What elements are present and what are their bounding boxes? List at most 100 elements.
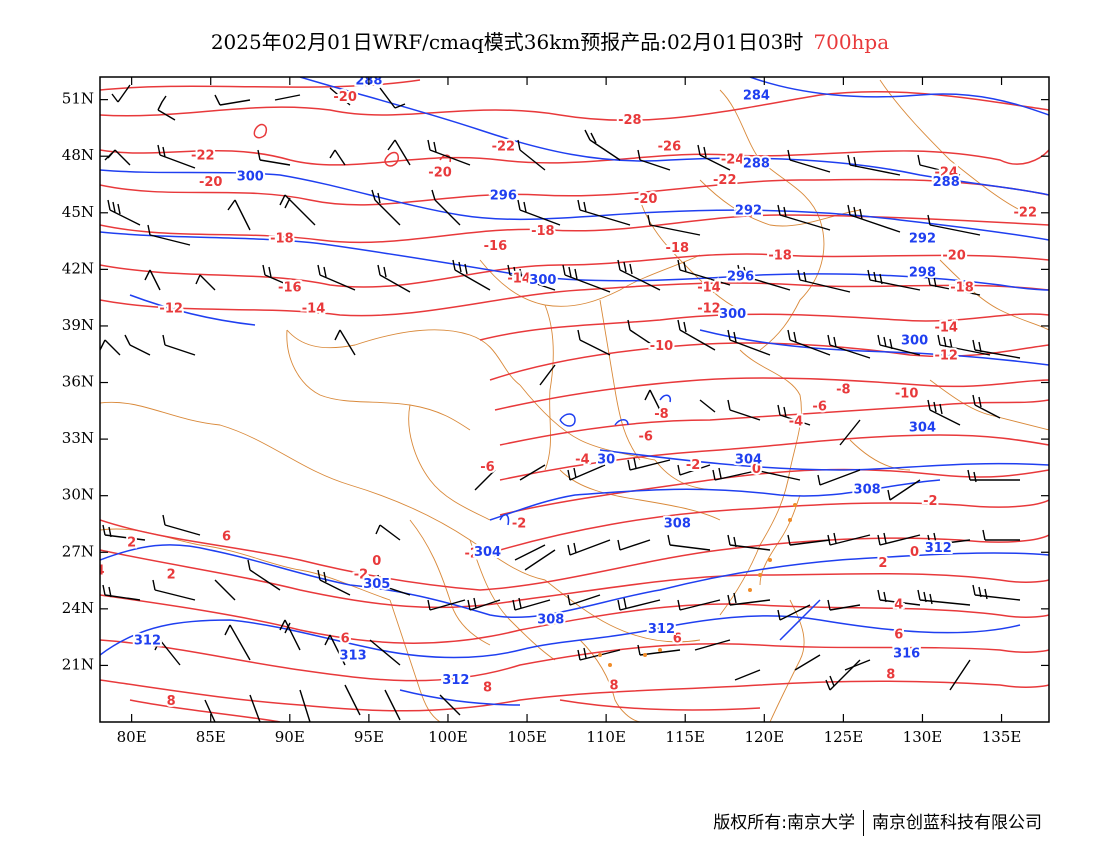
isotherm-label: 4 — [894, 598, 903, 613]
isotherm-label-halo: 6 — [341, 632, 350, 647]
isotherm-label-halo: -16 — [484, 239, 508, 254]
isotherm-label-halo: -24 — [934, 166, 958, 181]
height-label-halo: 308 — [537, 613, 564, 628]
height-label-halo: 284 — [743, 88, 770, 103]
height-label: 298 — [909, 266, 936, 281]
isotherm-label-halo: -8 — [836, 383, 850, 398]
isotherm-label: -2 — [354, 567, 368, 582]
isotherm-label-halo: -22 — [1014, 205, 1038, 220]
lon-tick-label: 105E — [507, 728, 547, 746]
height-label: 304 — [909, 420, 936, 435]
isotherm-label: 6 — [222, 530, 231, 545]
lon-tick-label: 115E — [665, 728, 705, 746]
isotherm-label-halo: -14 — [302, 301, 326, 316]
lat-tick-label: 51N — [62, 90, 94, 108]
height-label: 308 — [664, 516, 691, 531]
isotherm-label: 0 — [752, 462, 761, 477]
height-label: 292 — [735, 203, 762, 218]
height-label-halo: 312 — [134, 633, 161, 648]
isotherm-label-halo: -4 — [575, 452, 589, 467]
longitude-axis: 80E 85E 90E 95E 100E 105E 110E 115E 120E 125E 130E… — [117, 77, 1021, 746]
height-label-halo: 316 — [893, 647, 920, 662]
isotherm-label: -2 — [923, 494, 937, 509]
isotherm-label: -2 — [512, 516, 526, 531]
isotherm-label: -18 — [950, 281, 974, 296]
height-label-halo: 298 — [909, 266, 936, 281]
isotherm-label: -6 — [638, 430, 652, 445]
isotherm-label: -14 — [302, 301, 326, 316]
height-label: 312 — [442, 673, 469, 688]
height-label-halo: 296 — [727, 269, 754, 284]
isotherm-label-halo: -20 — [942, 249, 966, 264]
isotherm-label-halo: 6 — [222, 530, 231, 545]
isotherm-label: -20 — [634, 192, 658, 207]
height-label-halo: 296 — [490, 188, 517, 203]
height-label: 296 — [490, 188, 517, 203]
isotherm-label: 8 — [610, 679, 619, 694]
height-label-halo: 300 — [719, 307, 746, 322]
isotherm-label-halo: -14 — [697, 281, 721, 296]
lat-tick-label: 45N — [62, 203, 94, 221]
height-label: 300 — [719, 307, 746, 322]
height-contour-lines — [100, 77, 1049, 706]
island-marks — [598, 503, 797, 667]
isotherm-label: -20 — [428, 166, 452, 181]
isotherm-label: -18 — [768, 249, 792, 264]
height-label: 312 — [648, 622, 675, 637]
isotherm-label-halo: -26 — [658, 139, 682, 154]
isotherm-label-halo: -12 — [934, 349, 958, 364]
isotherm-label-halo: -18 — [270, 232, 294, 247]
lat-tick-label: 48N — [62, 146, 94, 164]
isotherm-label-halo: -16 — [278, 281, 302, 296]
isotherm-label: 6 — [673, 632, 682, 647]
title-main: 2025年02月01日WRF/cmaq模式36km预报产品:02月01日03时 — [210, 30, 804, 54]
isotherm-label-halo: -24 — [721, 152, 745, 167]
isotherm-label: 2 — [167, 567, 176, 582]
isotherm-label-halo: -2 — [923, 494, 937, 509]
title-pressure-level: 700hpa — [813, 30, 890, 54]
height-label-halo: 292 — [735, 203, 762, 218]
isotherm-label: 8 — [167, 694, 176, 709]
isotherm-label-halo: -10 — [650, 339, 674, 354]
footer-separator — [863, 810, 864, 836]
latitude-axis: 51N 48N 45N 42N 39N 36N 33N 30N 27N 24N 21N — [62, 90, 1049, 673]
isotherm-label-halo: 0 — [910, 545, 919, 560]
height-label-halo: 288 — [933, 175, 960, 190]
isotherm-label-halo: 0 — [752, 462, 761, 477]
height-label-halo: 304 — [735, 452, 762, 467]
copyright-company: 南京创蓝科技有限公司 — [872, 813, 1042, 833]
lon-tick-label: 90E — [275, 728, 305, 746]
isotherm-label-halo: -22 — [492, 139, 516, 154]
isotherm-label-halo: -18 — [531, 224, 555, 239]
isotherm-label: -24 — [934, 166, 958, 181]
isotherm-label: -16 — [484, 239, 508, 254]
isotherm-label: -18 — [531, 224, 555, 239]
isotherm-label: 2 — [878, 556, 887, 571]
isotherm-label: -22 — [1014, 205, 1038, 220]
isotherm-label-halo: -10 — [895, 386, 919, 401]
isotherm-label-halo: 6 — [673, 632, 682, 647]
lat-tick-label: 42N — [62, 259, 94, 277]
height-label: 304 — [735, 452, 762, 467]
isotherm-label-halo: -20 — [333, 90, 357, 105]
height-label-halo: 304 — [909, 420, 936, 435]
height-label: 312 — [925, 541, 952, 556]
lat-tick-label: 36N — [62, 373, 94, 391]
isotherm-label-halo: -14 — [507, 271, 531, 286]
lon-tick-label: 80E — [117, 728, 147, 746]
isotherm-label: -22 — [191, 149, 215, 164]
isotherm-label-halo: 2 — [878, 556, 887, 571]
height-label-halo: 304 — [474, 545, 501, 560]
isotherm-label: 6 — [341, 632, 350, 647]
lon-tick-label: 110E — [586, 728, 626, 746]
isotherm-label-halo: 4 — [894, 598, 903, 613]
isotherm-label: 8 — [483, 681, 492, 696]
lon-tick-label: 95E — [354, 728, 384, 746]
isotherm-label: -12 — [697, 301, 721, 316]
isotherm-label: -14 — [507, 271, 531, 286]
isotherm-label: -16 — [278, 281, 302, 296]
height-label-halo: 312 — [442, 673, 469, 688]
isotherm-label-halo: 8 — [610, 679, 619, 694]
isotherm-label: 4 — [95, 564, 104, 579]
isotherm-label-halo: -22 — [713, 173, 737, 188]
